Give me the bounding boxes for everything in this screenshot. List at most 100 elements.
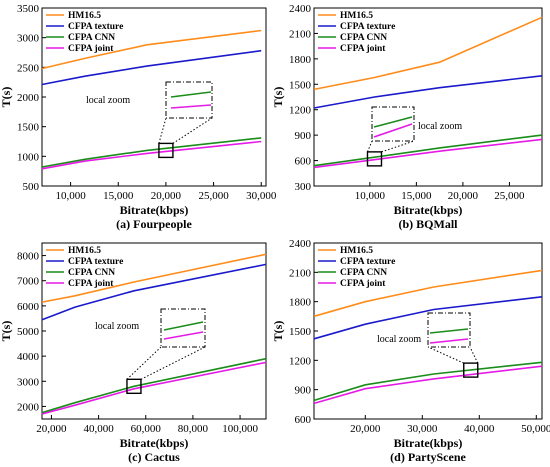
series-line-cfpa-texture (313, 296, 543, 340)
y-tick-label: 8000 (17, 251, 40, 263)
zoom-connector (469, 346, 479, 364)
series-line-cfpa-joint (313, 365, 543, 405)
series-line-hm16-5 (41, 29, 262, 70)
x-axis-label: Bitrate(kbps) (394, 203, 463, 217)
series-line-cfpa-cnn (313, 134, 543, 167)
y-tick-label: 1500 (289, 326, 312, 338)
legend-entry: HM16.5 (340, 246, 373, 256)
y-tick-label: 4000 (17, 351, 40, 363)
x-tick-label: 30,000 (246, 190, 277, 202)
chart-panel-2: 300 600 900 1200 1500 1800 2100 2400 10,000 15,00… (271, 3, 543, 231)
legend-entry: CFPA CNN (68, 268, 115, 278)
x-tick-label: 30,000 (407, 423, 438, 435)
x-tick-label: 10,000 (55, 190, 86, 202)
legend-entry: CFPA joint (340, 44, 386, 54)
legend-entry: CFPA texture (340, 257, 395, 267)
series-line-cfpa-texture (41, 263, 267, 321)
y-tick-label: 2500 (17, 62, 40, 74)
series-line-hm16-5 (41, 253, 267, 303)
chart-panel-1: 500 1000 1500 2000 2500 3000 3500 10,000 15,000 2… (0, 3, 277, 231)
series-line-cfpa-cnn (41, 137, 262, 168)
y-tick-label: 1500 (17, 122, 40, 134)
y-tick-label: 1800 (289, 54, 312, 66)
zoom-connector (126, 346, 162, 380)
zoom-connector (427, 346, 464, 364)
x-tick-label: 50,000 (521, 423, 550, 435)
x-tick-label: 15,000 (103, 190, 134, 202)
zoom-inset-joint-line (373, 123, 413, 138)
x-tick-label: 20,000 (448, 190, 479, 202)
legend-entry: CFPA joint (68, 44, 114, 54)
zoom-region-box (463, 362, 479, 378)
y-tick-label: 1200 (289, 105, 312, 117)
legend-entry: CFPA texture (340, 22, 395, 32)
legend-entry: CFPA joint (68, 279, 114, 289)
legend-entry: HM16.5 (68, 11, 101, 21)
x-tick-label: 25,000 (494, 190, 525, 202)
x-axis-label: Bitrate(kbps) (394, 436, 463, 450)
legend-entry: CFPA joint (340, 279, 386, 289)
y-tick-label: 3500 (17, 3, 40, 15)
legend-entry: CFPA texture (68, 257, 123, 267)
zoom-region-box (366, 151, 383, 167)
zoom-connector (381, 140, 415, 153)
y-tick-label: 900 (295, 130, 312, 142)
zoom-region-box (126, 378, 142, 395)
x-tick-label: 20,000 (36, 423, 67, 435)
zoom-inset-joint-line (429, 338, 469, 344)
zoom-connector (158, 117, 167, 144)
zoom-inset-joint-line (170, 104, 212, 109)
plot-frame (313, 7, 543, 187)
x-axis-label: Bitrate(kbps) (120, 436, 189, 450)
zoom-inset-joint-line (163, 331, 204, 340)
zoom-inset-cnn-line (170, 91, 212, 98)
zoom-inset-window (165, 81, 213, 119)
series-line-cfpa-texture (313, 75, 543, 109)
series-line-hm16-5 (313, 16, 543, 91)
zoom-inset-cnn-line (429, 328, 469, 334)
x-tick-label: 20,000 (350, 423, 381, 435)
y-tick-label: 1200 (289, 355, 312, 367)
legend-entry: CFPA texture (68, 22, 123, 32)
zoom-connector (140, 346, 206, 380)
y-tick-label: 500 (23, 181, 40, 193)
y-tick-label: 600 (295, 414, 312, 426)
y-tick-label: 6000 (17, 301, 40, 313)
chart-panel-3: 2000 3000 4000 5000 6000 7000 8000 20,000 40,000… (0, 242, 267, 464)
y-tick-label: 2000 (17, 401, 40, 413)
panel-caption: (a) Fourpeople (116, 217, 192, 231)
y-tick-label: 2000 (17, 92, 40, 104)
y-tick-label: 1800 (289, 297, 312, 309)
zoom-inset-cnn-line (373, 116, 413, 128)
y-axis-label: T(s) (0, 321, 13, 342)
series-line-cfpa-joint (41, 140, 262, 170)
legend-entry: HM16.5 (68, 246, 101, 256)
panel-caption: (b) BQMall (399, 217, 459, 231)
zoom-connector (172, 117, 213, 144)
zoom-inset-cnn-line (163, 321, 204, 331)
legend-entry: HM16.5 (340, 11, 373, 21)
zoom-label: local zoom (377, 334, 421, 345)
y-tick-label: 900 (295, 385, 312, 397)
y-tick-label: 2400 (289, 238, 312, 250)
x-axis-label: Bitrate(kbps) (120, 203, 189, 217)
zoom-inset-window (160, 308, 206, 348)
legend-entry: CFPA CNN (340, 33, 387, 43)
x-tick-label: 60,000 (131, 423, 162, 435)
x-tick-label: 15,000 (401, 190, 432, 202)
y-tick-label: 2100 (289, 28, 312, 40)
y-tick-label: 2100 (289, 267, 312, 279)
y-tick-label: 7000 (17, 276, 40, 288)
series-line-cfpa-cnn (313, 361, 543, 402)
zoom-label: local zoom (418, 121, 462, 132)
series-line-cfpa-texture (41, 49, 262, 86)
panel-caption: (d) PartyScene (390, 450, 466, 464)
x-tick-label: 100,000 (222, 423, 258, 435)
legend-entry: CFPA CNN (68, 33, 115, 43)
x-tick-label: 40,000 (83, 423, 114, 435)
x-tick-label: 40,000 (464, 423, 495, 435)
legend-entry: CFPA CNN (340, 268, 387, 278)
zoom-region-box (158, 142, 174, 159)
y-axis-label: T(s) (0, 87, 13, 108)
